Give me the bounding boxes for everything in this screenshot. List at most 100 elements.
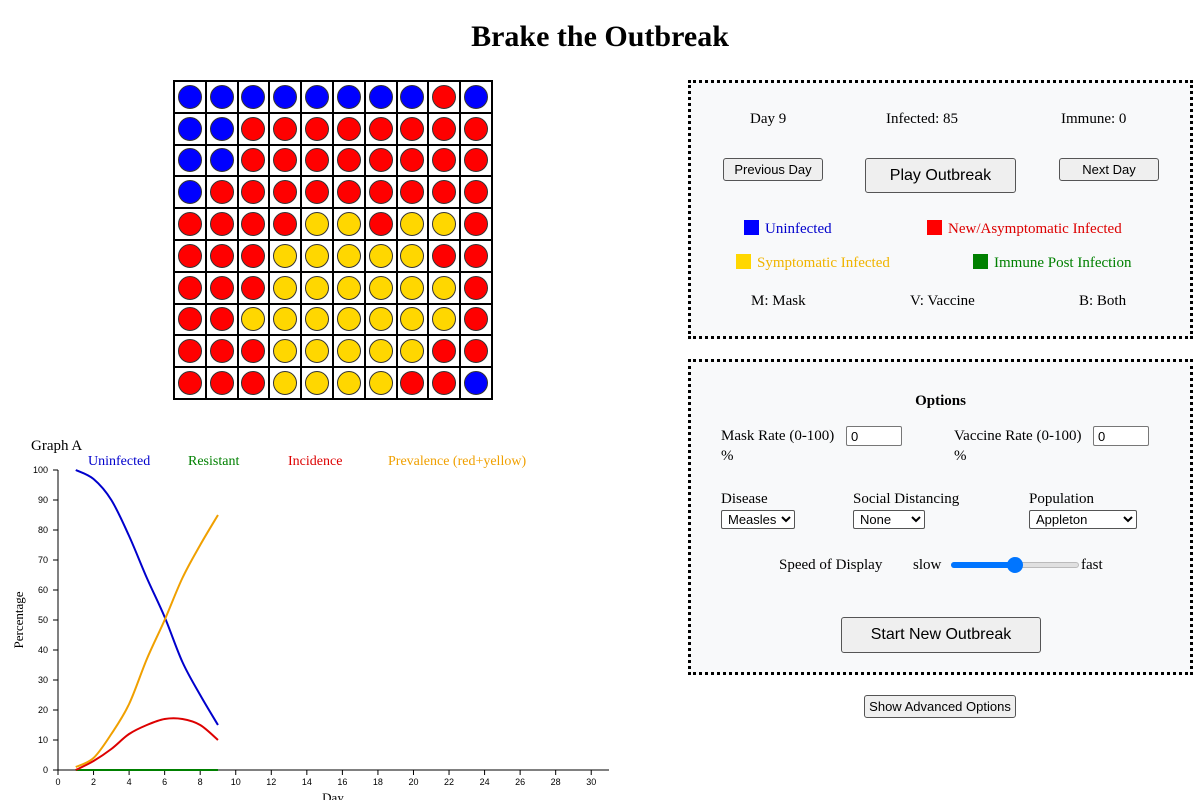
- grid-cell[interactable]: [205, 303, 238, 336]
- grid-cell[interactable]: [269, 239, 302, 272]
- grid-cell[interactable]: [332, 303, 365, 336]
- grid-cell[interactable]: [460, 367, 492, 399]
- grid-cell[interactable]: [301, 144, 333, 177]
- grid-cell[interactable]: [269, 271, 302, 304]
- grid-cell[interactable]: [428, 335, 461, 368]
- grid-cell[interactable]: [301, 335, 333, 368]
- grid-cell[interactable]: [428, 303, 461, 336]
- grid-cell[interactable]: [332, 271, 365, 304]
- grid-cell[interactable]: [301, 367, 333, 399]
- grid-cell[interactable]: [396, 81, 429, 113]
- grid-cell[interactable]: [428, 176, 461, 209]
- speed-slider[interactable]: [951, 557, 1079, 573]
- grid-cell[interactable]: [332, 81, 365, 113]
- grid-cell[interactable]: [205, 81, 238, 113]
- grid-cell[interactable]: [364, 208, 397, 240]
- grid-cell[interactable]: [364, 81, 397, 113]
- grid-cell[interactable]: [396, 144, 429, 177]
- grid-cell[interactable]: [301, 271, 333, 304]
- speed-slider-thumb[interactable]: [1007, 557, 1023, 573]
- start-new-outbreak-button[interactable]: Start New Outbreak: [841, 617, 1041, 653]
- grid-cell[interactable]: [237, 208, 270, 240]
- grid-cell[interactable]: [460, 271, 492, 304]
- grid-cell[interactable]: [396, 239, 429, 272]
- grid-cell[interactable]: [237, 112, 270, 145]
- grid-cell[interactable]: [269, 367, 302, 399]
- grid-cell[interactable]: [205, 112, 238, 145]
- grid-cell[interactable]: [364, 271, 397, 304]
- grid-cell[interactable]: [428, 144, 461, 177]
- grid-cell[interactable]: [460, 176, 492, 209]
- next-day-button[interactable]: Next Day: [1059, 158, 1159, 181]
- grid-cell[interactable]: [460, 81, 492, 113]
- grid-cell[interactable]: [460, 144, 492, 177]
- grid-cell[interactable]: [396, 335, 429, 368]
- grid-cell[interactable]: [301, 81, 333, 113]
- grid-cell[interactable]: [205, 335, 238, 368]
- grid-cell[interactable]: [460, 239, 492, 272]
- grid-cell[interactable]: [396, 271, 429, 304]
- grid-cell[interactable]: [428, 271, 461, 304]
- grid-cell[interactable]: [174, 112, 206, 145]
- grid-cell[interactable]: [460, 112, 492, 145]
- grid-cell[interactable]: [428, 208, 461, 240]
- grid-cell[interactable]: [237, 367, 270, 399]
- grid-cell[interactable]: [205, 176, 238, 209]
- grid-cell[interactable]: [205, 367, 238, 399]
- grid-cell[interactable]: [301, 112, 333, 145]
- grid-cell[interactable]: [428, 239, 461, 272]
- grid-cell[interactable]: [269, 112, 302, 145]
- grid-cell[interactable]: [332, 144, 365, 177]
- grid-cell[interactable]: [428, 81, 461, 113]
- play-outbreak-button[interactable]: Play Outbreak: [865, 158, 1016, 193]
- population-select[interactable]: Appleton: [1029, 510, 1137, 529]
- grid-cell[interactable]: [174, 81, 206, 113]
- grid-cell[interactable]: [332, 367, 365, 399]
- grid-cell[interactable]: [174, 303, 206, 336]
- grid-cell[interactable]: [301, 176, 333, 209]
- grid-cell[interactable]: [174, 176, 206, 209]
- vaccine-rate-input[interactable]: [1093, 426, 1149, 446]
- grid-cell[interactable]: [332, 176, 365, 209]
- grid-cell[interactable]: [174, 335, 206, 368]
- previous-day-button[interactable]: Previous Day: [723, 158, 823, 181]
- grid-cell[interactable]: [332, 335, 365, 368]
- grid-cell[interactable]: [364, 144, 397, 177]
- grid-cell[interactable]: [237, 335, 270, 368]
- grid-cell[interactable]: [237, 239, 270, 272]
- grid-cell[interactable]: [269, 335, 302, 368]
- grid-cell[interactable]: [364, 335, 397, 368]
- disease-select[interactable]: Measles: [721, 510, 795, 529]
- grid-cell[interactable]: [364, 303, 397, 336]
- grid-cell[interactable]: [396, 303, 429, 336]
- grid-cell[interactable]: [237, 271, 270, 304]
- grid-cell[interactable]: [364, 239, 397, 272]
- grid-cell[interactable]: [396, 176, 429, 209]
- show-advanced-options-button[interactable]: Show Advanced Options: [864, 695, 1016, 718]
- grid-cell[interactable]: [205, 144, 238, 177]
- grid-cell[interactable]: [396, 208, 429, 240]
- grid-cell[interactable]: [332, 112, 365, 145]
- grid-cell[interactable]: [174, 271, 206, 304]
- grid-cell[interactable]: [332, 239, 365, 272]
- grid-cell[interactable]: [237, 81, 270, 113]
- grid-cell[interactable]: [301, 239, 333, 272]
- grid-cell[interactable]: [301, 303, 333, 336]
- grid-cell[interactable]: [174, 144, 206, 177]
- grid-cell[interactable]: [174, 208, 206, 240]
- grid-cell[interactable]: [269, 208, 302, 240]
- mask-rate-input[interactable]: [846, 426, 902, 446]
- grid-cell[interactable]: [364, 367, 397, 399]
- grid-cell[interactable]: [237, 144, 270, 177]
- grid-cell[interactable]: [364, 176, 397, 209]
- grid-cell[interactable]: [205, 208, 238, 240]
- grid-cell[interactable]: [460, 303, 492, 336]
- grid-cell[interactable]: [396, 112, 429, 145]
- grid-cell[interactable]: [174, 367, 206, 399]
- grid-cell[interactable]: [269, 144, 302, 177]
- grid-cell[interactable]: [428, 112, 461, 145]
- grid-cell[interactable]: [301, 208, 333, 240]
- grid-cell[interactable]: [332, 208, 365, 240]
- grid-cell[interactable]: [205, 239, 238, 272]
- grid-cell[interactable]: [269, 176, 302, 209]
